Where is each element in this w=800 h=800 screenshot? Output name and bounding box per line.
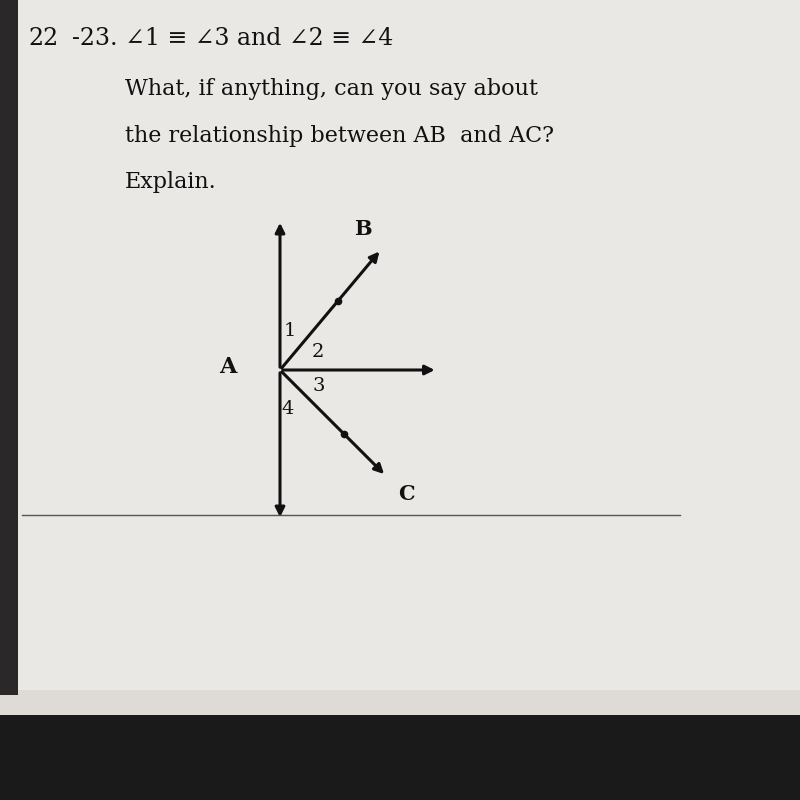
Text: 2: 2 bbox=[312, 343, 324, 362]
Text: B: B bbox=[354, 219, 372, 239]
FancyBboxPatch shape bbox=[0, 690, 800, 715]
Text: the relationship between AB  and AC?: the relationship between AB and AC? bbox=[125, 125, 554, 147]
FancyBboxPatch shape bbox=[0, 715, 800, 800]
Text: A: A bbox=[219, 356, 237, 378]
Text: C: C bbox=[398, 484, 414, 504]
Text: -23. ∠1 ≡ ∠3 and ∠2 ≡ ∠4: -23. ∠1 ≡ ∠3 and ∠2 ≡ ∠4 bbox=[72, 27, 394, 50]
FancyBboxPatch shape bbox=[0, 0, 18, 695]
Text: 4: 4 bbox=[282, 400, 294, 418]
Text: What, if anything, can you say about: What, if anything, can you say about bbox=[125, 78, 538, 100]
Text: 22: 22 bbox=[28, 27, 58, 50]
FancyBboxPatch shape bbox=[0, 0, 800, 695]
Text: 3: 3 bbox=[313, 377, 325, 395]
Text: Explain.: Explain. bbox=[125, 171, 217, 193]
Text: 1: 1 bbox=[283, 322, 295, 339]
